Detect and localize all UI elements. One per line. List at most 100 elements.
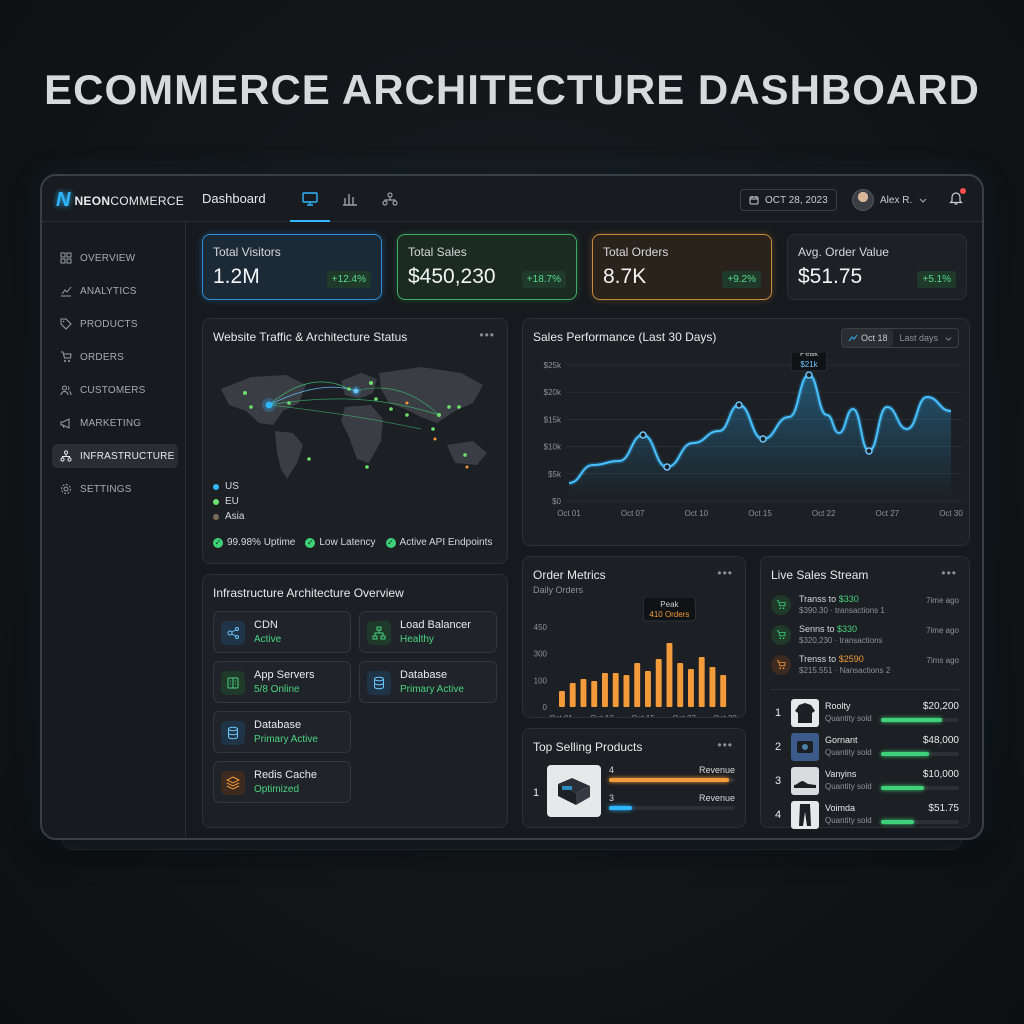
stream-text: Senns to $330 — [799, 624, 858, 634]
sales-point[interactable] — [865, 447, 873, 455]
kpi-label: Total Sales — [408, 245, 467, 259]
order-bar[interactable] — [645, 671, 651, 707]
product-row[interactable]: 3 Vanyins Quantity sold $10,000 — [771, 767, 959, 797]
sidebar-item-customers[interactable]: CUSTOMERS — [52, 378, 178, 402]
logo-text: NEONCOMMERCE — [74, 193, 185, 208]
gear-icon — [61, 484, 71, 494]
order-bar[interactable] — [591, 681, 598, 707]
infra-tile-redis-cache[interactable]: Redis Cache Optimized — [213, 761, 351, 803]
top-selling-count: 4 — [609, 765, 615, 775]
live-sales-card: Live Sales Stream ••• Transs to $330 $39… — [760, 556, 970, 831]
order-bar[interactable] — [677, 663, 684, 707]
order-bar[interactable] — [602, 673, 608, 707]
stream-time: 7ime ago — [926, 626, 959, 635]
notifications-button[interactable] — [948, 188, 966, 211]
kpi-avg-order-value[interactable]: Avg. Order Value $51.75 +5.1% — [787, 234, 967, 300]
kpi-total-orders[interactable]: Total Orders 8.7K +9.2% — [592, 234, 772, 300]
x-tick-label: Oct 01 — [549, 714, 573, 717]
user-menu[interactable]: Alex R. — [852, 189, 928, 211]
order-bar[interactable] — [634, 663, 641, 707]
status-uptime: ✓ 99.98% Uptime — [213, 537, 296, 548]
stream-event[interactable]: Senns to $330 $320,230 · transactions 7i… — [771, 623, 959, 651]
sidebar-item-label: OVERVIEW — [80, 252, 136, 264]
more-options-icon[interactable]: ••• — [479, 328, 495, 342]
infra-tile-app-servers[interactable]: App Servers 5/8 Online — [213, 661, 351, 703]
sales-point[interactable] — [639, 431, 647, 439]
sales-point[interactable] — [759, 435, 767, 443]
product-row[interactable]: 4 Voimda Quantity sold $51.75 — [771, 801, 959, 831]
order-bar[interactable] — [623, 675, 630, 707]
legend-dot — [213, 483, 219, 490]
calendar-icon — [749, 196, 759, 205]
legend-asia: Asia — [213, 511, 244, 522]
device-product-icon — [558, 778, 590, 805]
infra-tile-name: Database — [400, 669, 448, 681]
sales-point[interactable] — [805, 371, 813, 379]
top-selling-row[interactable]: 3 Revenue — [609, 793, 735, 817]
order-metrics-subtitle: Daily Orders — [533, 585, 584, 595]
sidebar-item-settings[interactable]: SETTINGS — [52, 477, 178, 501]
top-selling-row[interactable]: 4 Revenue — [609, 765, 735, 789]
africa-shape — [341, 405, 383, 463]
monitor-view-tab[interactable] — [290, 176, 330, 222]
order-bar[interactable] — [698, 657, 705, 707]
sidebar-item-analytics[interactable]: ANALYTICS — [52, 279, 178, 303]
megaphone-icon — [60, 418, 70, 429]
order-bar[interactable] — [655, 659, 662, 707]
product-row[interactable]: 2 Gornant Quantity sold $48,000 — [771, 733, 959, 763]
infra-tile-database-primary[interactable]: Database Primary Active — [359, 661, 497, 703]
database-icon — [367, 671, 391, 695]
date-picker[interactable]: OCT 28, 2023 — [740, 189, 837, 211]
y-tick-label: $20k — [544, 388, 562, 397]
infrastructure-card: Infrastructure Architecture Overview CDN… — [202, 574, 508, 828]
top-selling-bar-fill — [609, 778, 729, 782]
product-value: $51.75 — [928, 803, 959, 814]
order-bar[interactable] — [569, 683, 576, 707]
range-selector[interactable]: Oct 18 Last days — [840, 328, 959, 348]
kpi-total-sales[interactable]: Total Sales $450,230 +18.7% — [397, 234, 577, 300]
kpi-total-visitors[interactable]: Total Visitors 1.2M +12.4% — [202, 234, 382, 300]
stream-event[interactable]: Trenss to $2590 $215.551 · Nansactions 2… — [771, 653, 959, 681]
order-bar[interactable] — [709, 667, 716, 707]
users-icon — [60, 385, 72, 396]
product-row[interactable]: 1 Roolty Quantity sold $20,200 — [771, 699, 959, 729]
stream-sub: $390.30 · transactions 1 — [799, 606, 885, 615]
order-bar[interactable] — [688, 669, 694, 707]
traffic-card: Website Traffic & Architecture Status ••… — [202, 318, 508, 564]
peak-value: 410 Orders — [649, 610, 689, 619]
infra-tile-database-secondary[interactable]: Database Primary Active — [213, 711, 351, 753]
network-view-tab[interactable] — [370, 176, 410, 222]
order-metrics-card: Order Metrics Daily Orders ••• 450 300 100… — [522, 556, 746, 718]
sidebar-item-products[interactable]: PRODUCTS — [52, 312, 178, 336]
order-bar[interactable] — [720, 675, 727, 707]
product-sub: Quantity sold — [825, 714, 872, 723]
load-balancer-icon — [367, 621, 391, 645]
divider — [771, 689, 959, 690]
range-date-pill[interactable]: Oct 18 — [841, 329, 894, 347]
sidebar-item-orders[interactable]: ORDERS — [52, 345, 178, 369]
sales-point[interactable] — [735, 401, 743, 409]
x-tick-label: Oct 27 — [672, 714, 696, 717]
more-options-icon[interactable]: ••• — [717, 566, 733, 580]
product-bar — [881, 820, 959, 824]
infra-tile-cdn[interactable]: CDN Active — [213, 611, 351, 653]
cdn-icon — [221, 621, 245, 645]
more-options-icon[interactable]: ••• — [717, 738, 733, 752]
top-selling-label: Revenue — [698, 793, 735, 803]
order-bar[interactable] — [666, 643, 673, 707]
order-bar[interactable] — [612, 673, 619, 707]
sidebar-item-marketing[interactable]: MARKETING — [52, 411, 178, 435]
chart-view-tab[interactable] — [330, 176, 370, 222]
infra-tile-load-balancer[interactable]: Load Balancer Healthy — [359, 611, 497, 653]
product-rank: 2 — [775, 741, 782, 753]
infra-tile-name: Database — [254, 719, 302, 731]
order-bar[interactable] — [559, 691, 565, 707]
logo[interactable]: N NEONCOMMERCE — [56, 189, 184, 212]
more-options-icon[interactable]: ••• — [941, 566, 957, 580]
sales-point[interactable] — [663, 463, 671, 471]
top-selling-bar — [609, 778, 735, 782]
stream-event[interactable]: Transs to $330 $390.30 · transactions 1 … — [771, 593, 959, 621]
sidebar-item-overview[interactable]: OVERVIEW — [52, 246, 178, 270]
sidebar-item-infrastructure[interactable]: INFRASTRUCTURE — [52, 444, 178, 468]
order-bar[interactable] — [580, 679, 587, 707]
